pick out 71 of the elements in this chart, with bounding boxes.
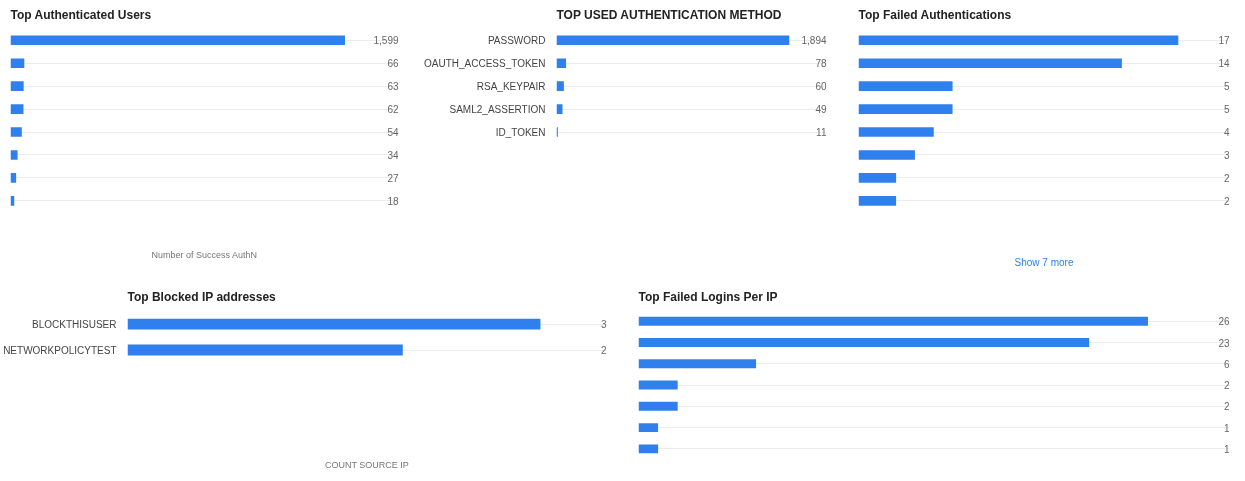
y-tick-label: RSA_KEYPAIR: [476, 80, 546, 92]
y-tick-label: OAUTH_ACCESS_TOKEN: [423, 57, 546, 69]
data-label: 2: [1223, 195, 1230, 207]
data-label: 26: [1218, 316, 1230, 328]
bar: [858, 81, 953, 91]
bar: [10, 104, 24, 114]
bar: [638, 338, 1090, 347]
chart-title: Top Failed Logins Per IP: [638, 289, 778, 304]
y-tick-label: BLOCKTHISUSER: [32, 318, 117, 330]
y-tick-label: PASSWORD: [487, 34, 546, 46]
data-label: 49: [815, 104, 827, 116]
data-label: 1: [1223, 443, 1230, 455]
data-label: 17: [1218, 35, 1230, 47]
data-label: 23: [1218, 337, 1230, 349]
bar: [556, 35, 790, 46]
data-label: 1: [1223, 422, 1230, 434]
bar: [858, 150, 915, 160]
data-label: 2: [1223, 401, 1230, 413]
y-tick-label: SAML2_ASSERTION: [449, 103, 546, 115]
bar: [10, 150, 18, 160]
bar: [556, 104, 563, 114]
bar: [858, 127, 934, 137]
x-axis-title: Number of Success AuthN: [151, 249, 258, 260]
data-label: 2: [1223, 380, 1230, 392]
bar: [638, 316, 1148, 326]
bar: [858, 58, 1122, 69]
data-label: 54: [387, 127, 399, 139]
chart-title: Top Failed Authentications: [858, 7, 1012, 22]
data-label: 62: [387, 104, 399, 116]
data-label: 34: [387, 149, 399, 161]
data-label: 78: [815, 58, 827, 70]
data-label: 5: [1223, 104, 1230, 116]
data-label: 2: [600, 345, 607, 357]
data-label: 3: [1223, 149, 1230, 161]
bar: [638, 401, 678, 411]
data-label: 18: [387, 195, 399, 207]
chart-title: Top Blocked IP addresses: [127, 289, 277, 304]
bar: [556, 58, 567, 69]
data-label: 5: [1223, 81, 1230, 93]
bar: [10, 127, 22, 137]
bar: [858, 104, 953, 114]
data-label: 66: [387, 58, 399, 70]
data-label: 1,599: [373, 35, 399, 47]
bar: [10, 81, 24, 91]
data-label: 3: [600, 319, 607, 331]
bar: [10, 58, 25, 69]
data-label: 27: [387, 172, 399, 184]
data-label: 4: [1223, 127, 1230, 139]
x-axis-title: COUNT SOURCE IP: [325, 459, 409, 470]
chart-title: TOP USED AUTHENTICATION METHOD: [556, 7, 782, 22]
y-tick-label: ID_TOKEN: [495, 126, 546, 138]
bar: [638, 380, 678, 390]
data-label: 6: [1223, 358, 1230, 370]
bar: [556, 81, 564, 91]
data-label: 2: [1223, 172, 1230, 184]
bar: [858, 35, 1179, 46]
chart-title: Top Authenticated Users: [10, 7, 152, 22]
bar: [638, 423, 659, 433]
bar: [638, 444, 659, 454]
bar: [10, 173, 17, 183]
bar: [10, 35, 345, 46]
bar: [858, 173, 897, 183]
bar: [638, 359, 757, 369]
bar: [858, 196, 897, 206]
text: Show 7 more: [1014, 256, 1074, 268]
data-label: 1,894: [801, 35, 827, 47]
data-label: 60: [815, 81, 827, 93]
data-label: 63: [387, 81, 399, 93]
y-tick-label: NETWORKPOLICYTEST: [3, 344, 117, 356]
data-label: 14: [1218, 58, 1230, 70]
data-label: 11: [816, 127, 827, 139]
